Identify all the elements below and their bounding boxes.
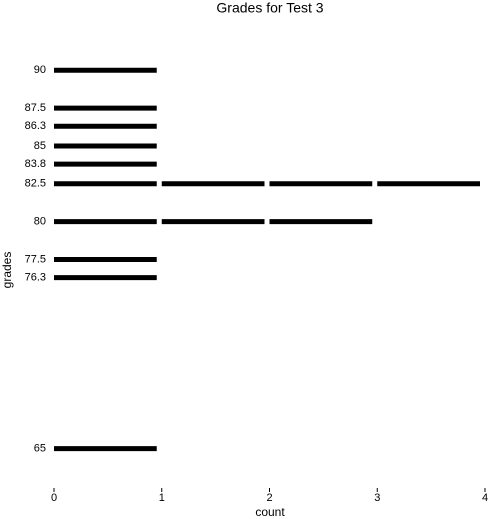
y-tick-label: 65 xyxy=(34,443,46,455)
y-tick-label: 76.3 xyxy=(25,272,46,284)
y-tick-label: 82.5 xyxy=(25,178,46,190)
y-tick-label: 87.5 xyxy=(25,102,46,114)
x-tick-label: 2 xyxy=(266,492,272,504)
x-tick-label: 4 xyxy=(482,492,488,504)
y-tick-label: 83.8 xyxy=(25,158,46,170)
y-axis-label: grades xyxy=(0,252,14,289)
y-tick-label: 85 xyxy=(34,140,46,152)
y-tick-label: 77.5 xyxy=(25,253,46,265)
y-tick-label: 86.3 xyxy=(25,120,46,132)
x-tick-label: 0 xyxy=(51,492,57,504)
y-tick-label: 80 xyxy=(34,216,46,228)
x-tick-label: 3 xyxy=(374,492,380,504)
y-tick-label: 90 xyxy=(34,64,46,76)
x-tick-label: 1 xyxy=(159,492,165,504)
x-axis-label: count xyxy=(255,505,285,519)
chart-title: Grades for Test 3 xyxy=(216,0,323,16)
